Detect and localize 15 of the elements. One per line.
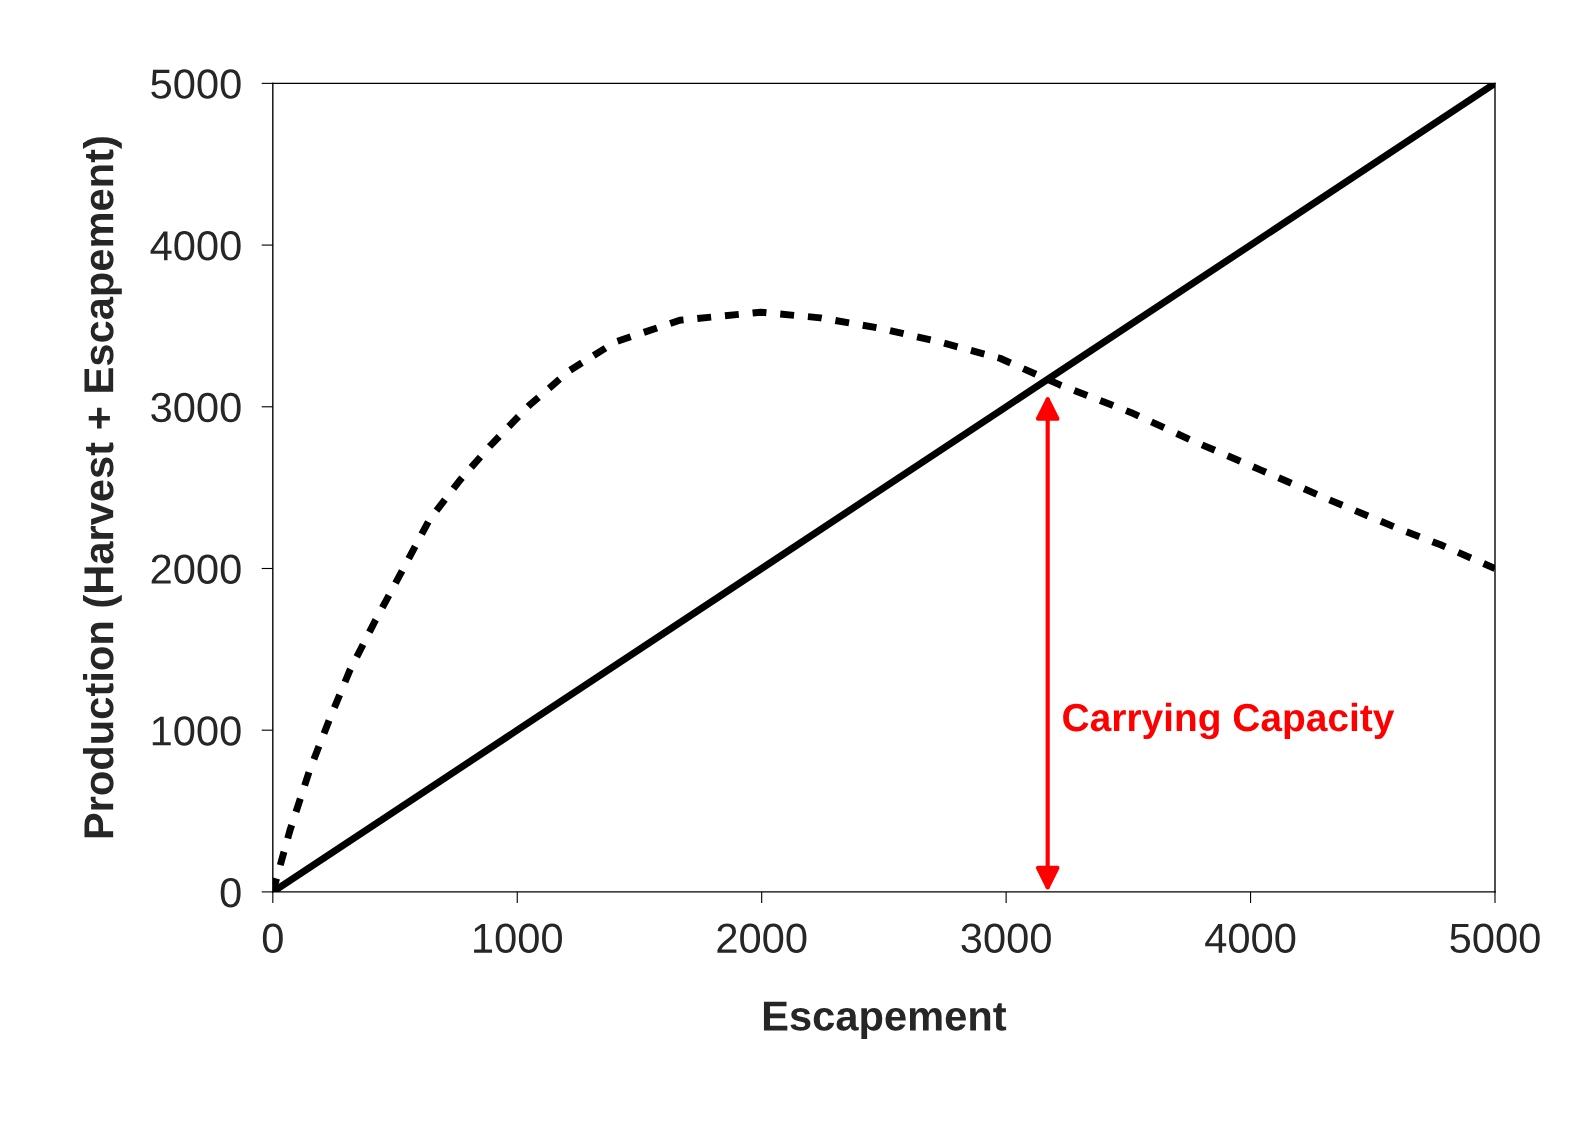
x-tick-label: 3000 (961, 923, 1051, 954)
y-tick-label: 0 (220, 877, 241, 908)
x-tick-label: 5000 (1450, 923, 1540, 954)
x-tick-label: 2000 (717, 923, 807, 954)
x-axis-title: Escapement (763, 1001, 1007, 1040)
y-tick-label: 4000 (150, 231, 241, 261)
annotation: Carrying Capacity (1063, 702, 1395, 740)
x-tick-label: 4000 (1205, 923, 1296, 954)
y-tick-label: 5000 (151, 69, 241, 99)
y-axis-title: Production (Harvest + Escapement) (82, 137, 122, 838)
y-tick-label: 3000 (151, 392, 241, 423)
y-tick-label: 1000 (152, 716, 241, 746)
x-tick-label: 0 (262, 923, 283, 954)
y-tick-label: 2000 (151, 554, 241, 584)
x-tick-label: 1000 (474, 923, 562, 954)
